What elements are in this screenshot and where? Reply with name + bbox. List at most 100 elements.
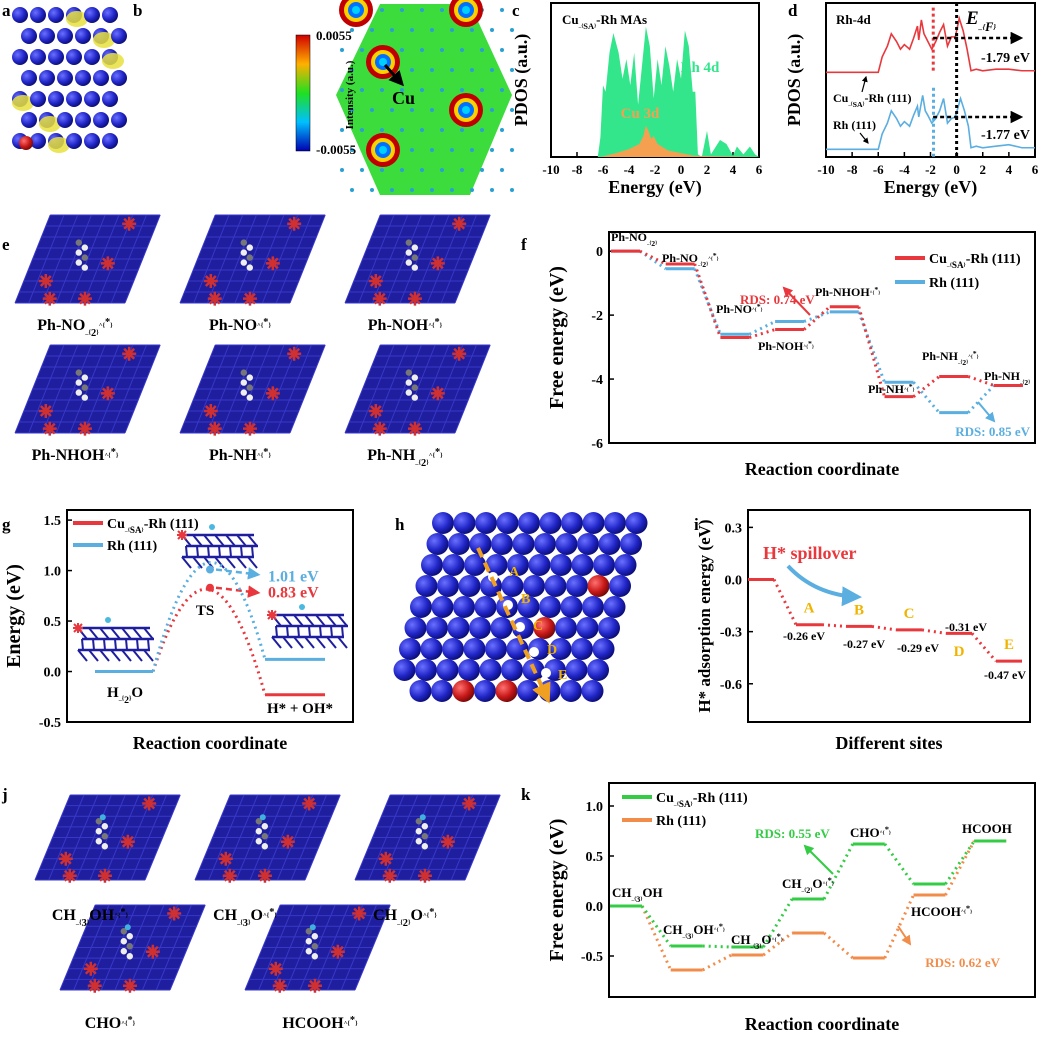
adsorbate-atom	[81, 244, 89, 251]
adsorbate-atom	[299, 604, 305, 610]
slab-grid	[450, 794, 487, 881]
adsorbate-atom	[240, 389, 247, 396]
cu-atom-star	[42, 291, 57, 306]
rh-atom	[582, 596, 604, 618]
x-tick-label: 2	[704, 162, 711, 177]
rh-atom	[93, 112, 109, 128]
rh-atom	[549, 638, 572, 660]
rh-atom	[517, 680, 539, 702]
state-label: CH_{3}OH	[612, 885, 663, 904]
rh-atom	[485, 554, 508, 576]
adsorbate-atom	[261, 843, 268, 850]
density-dot	[510, 188, 514, 192]
cu-atom	[587, 575, 610, 597]
y-tick-label: 1.5	[44, 514, 62, 529]
density-dot	[430, 188, 434, 192]
slab-grid	[97, 344, 134, 434]
cu-atom-star	[73, 623, 83, 633]
panel-h-surface	[393, 512, 648, 704]
x-axis-label: Reaction coordinate	[133, 733, 287, 753]
rh-atom	[21, 70, 37, 86]
rh-atom	[111, 70, 127, 86]
slab-grid	[427, 344, 464, 434]
density-dot	[510, 108, 514, 112]
cu-atom-star	[177, 530, 187, 540]
density-dot	[470, 28, 474, 32]
slab-grid	[262, 214, 299, 304]
cu-atom-star	[222, 868, 237, 883]
adsorbate-atom	[120, 948, 128, 955]
site-label: A	[804, 601, 815, 617]
adsorbate-atom	[126, 933, 133, 940]
connector	[772, 578, 798, 626]
cu-atom	[533, 617, 556, 639]
pdos-line-1	[826, 95, 1035, 151]
y-tick-label: -0.6	[720, 678, 742, 693]
x-tick-label: -6	[873, 162, 884, 177]
connector	[639, 249, 667, 271]
adsorbate-atom	[81, 384, 89, 391]
slab-grid	[464, 794, 501, 881]
density-dot	[410, 188, 414, 192]
density-dot	[340, 88, 344, 92]
slab-grid	[440, 214, 477, 304]
rh-atom	[625, 512, 648, 534]
slab-grid	[169, 904, 206, 991]
rh-atom	[57, 70, 73, 86]
rh-atom	[57, 112, 73, 128]
cu-atom-star	[38, 404, 53, 418]
x-tick-label: -8	[572, 162, 583, 177]
rh-atom	[539, 596, 561, 618]
cu-atom-star	[368, 274, 383, 288]
curve-label-cusa-rh: Cu_{SA}-Rh (111)	[833, 91, 912, 109]
adsorbate-atom	[309, 924, 316, 931]
adsorbate-atom	[411, 384, 418, 391]
slab-bond	[293, 636, 304, 649]
connector	[921, 628, 947, 635]
rh-atom	[609, 575, 631, 597]
panel-e-slab-3	[14, 344, 161, 436]
cu-atom-star	[378, 851, 393, 866]
rds-arrow	[897, 925, 912, 946]
connector	[640, 905, 673, 971]
x-tick-label: -2	[925, 162, 936, 177]
hexagon-map	[336, 4, 512, 195]
adsorbate-atom	[105, 617, 111, 623]
rh-atom	[603, 596, 626, 618]
density-dot	[420, 8, 424, 12]
slab-grid	[117, 794, 154, 881]
y-tick-label: 1.0	[44, 565, 62, 580]
density-dot	[440, 88, 444, 92]
colorbar-max-label: 0.0055	[316, 28, 352, 43]
slab-bond	[236, 534, 247, 547]
structure-label: Ph-NH^{*}	[209, 447, 271, 465]
slab-bond	[341, 625, 344, 638]
x-tick-label: 4	[1006, 162, 1013, 177]
rh-atom	[576, 617, 599, 639]
rh-atom	[475, 512, 497, 534]
connector	[640, 905, 672, 947]
rh-atom	[39, 28, 55, 44]
rh-atom	[518, 512, 540, 534]
slab-bond	[110, 627, 121, 640]
cu-atom-star	[203, 404, 218, 418]
rh-atom	[111, 112, 127, 128]
slab-bond	[282, 636, 293, 649]
connector	[912, 375, 941, 398]
cu-atom-star	[452, 346, 467, 361]
structure-label: HCOOH^{*}	[282, 1015, 358, 1033]
rh-atom	[506, 638, 529, 660]
cu-atom-star	[97, 868, 112, 883]
cu-atom-star	[120, 834, 135, 849]
slab-grid	[110, 214, 147, 304]
slab-bond	[304, 614, 315, 627]
spillover-label: H* spillover	[763, 543, 857, 563]
panel-letter-e: e	[2, 235, 10, 254]
rh-atom	[485, 638, 507, 660]
rh-atom	[426, 533, 449, 555]
slab-grid	[83, 214, 120, 304]
y-axis-label: PDOS (a.u.)	[784, 34, 805, 127]
slab-grid	[289, 214, 326, 304]
slab-bond	[308, 625, 311, 638]
x-tick-label: -4	[624, 162, 635, 177]
